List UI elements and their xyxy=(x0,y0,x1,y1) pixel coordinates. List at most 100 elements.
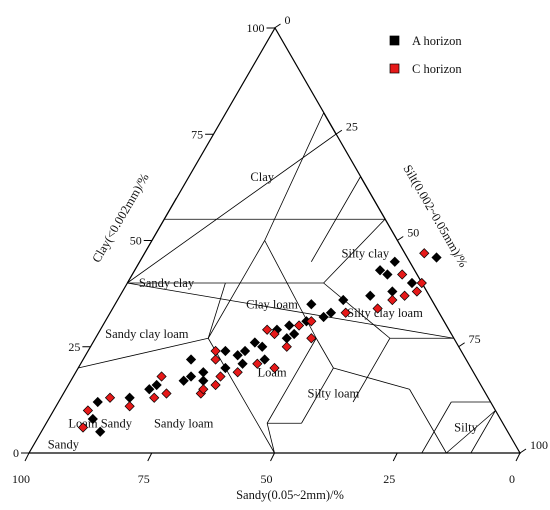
point-a-horizon xyxy=(284,320,295,331)
point-a-horizon xyxy=(178,375,189,386)
zone-boundary xyxy=(315,338,334,369)
point-a-horizon xyxy=(92,396,103,408)
sand-axis-tick xyxy=(147,452,153,462)
point-c-horizon xyxy=(215,371,226,382)
point-c-horizon xyxy=(252,358,263,369)
zone-boundary xyxy=(207,240,266,339)
point-a-horizon xyxy=(232,350,243,361)
silt-axis-tick-label: 75 xyxy=(469,332,481,346)
point-c-horizon xyxy=(210,354,221,365)
point-a-horizon xyxy=(124,392,135,403)
point-c-horizon xyxy=(340,307,351,318)
zone-label: Clay xyxy=(250,170,274,184)
point-c-horizon xyxy=(232,367,243,378)
point-c-horizon xyxy=(198,384,209,395)
sand-axis-label: Sandy(0.05~2mm)/% xyxy=(236,488,344,502)
point-a-horizon xyxy=(151,379,162,391)
point-a-horizon xyxy=(239,345,251,357)
point-c-horizon xyxy=(372,303,383,314)
silt-axis-tick xyxy=(396,236,404,241)
clay-axis-tick-label: 25 xyxy=(68,340,80,354)
point-a-horizon xyxy=(87,413,98,425)
zone-label: Sandy loam xyxy=(154,416,214,430)
zone-boundary xyxy=(323,282,391,339)
axis-tick-labels: 100 75 50 25 0 0 25 50 75 100 0 25 50 75 100 xyxy=(12,13,548,486)
point-c-horizon xyxy=(281,341,292,352)
zone-labels: Clay Sandy clay Silty clay Clay loam Silty c… xyxy=(48,170,479,452)
zone-label: Silty clay loam xyxy=(347,306,423,320)
sand-axis-tick xyxy=(270,452,275,462)
point-c-horizon xyxy=(399,290,410,301)
point-c-horizon xyxy=(419,248,430,259)
zone-label: Silty clay xyxy=(342,246,390,260)
point-c-horizon xyxy=(161,388,172,399)
point-c-horizon xyxy=(306,316,317,327)
point-a-horizon xyxy=(382,269,393,280)
data-points xyxy=(77,248,442,437)
zone-boundary xyxy=(78,337,209,369)
point-a-horizon xyxy=(387,286,398,297)
point-a-horizon xyxy=(95,426,106,437)
silt-axis-tick-label: 100 xyxy=(530,438,548,452)
zone-boundary xyxy=(446,410,496,454)
sand-axis-tick xyxy=(392,452,398,462)
zone-label: Sandy clay xyxy=(139,276,195,290)
point-a-horizon xyxy=(374,265,386,276)
point-c-horizon xyxy=(269,362,280,374)
point-a-horizon xyxy=(281,333,292,344)
point-c-horizon xyxy=(387,294,398,306)
legend: A horizon C horizon xyxy=(389,34,462,76)
sand-axis-tick-label: 75 xyxy=(138,472,150,486)
zone-boundary xyxy=(266,423,275,454)
zone-label: Sandy xyxy=(48,438,80,452)
zone-boundary xyxy=(266,338,317,424)
zone-label: Silty loam xyxy=(308,387,360,401)
zone-label: Clay loam xyxy=(246,297,298,311)
silt-axis-tick-label: 25 xyxy=(346,119,358,133)
sand-axis-tick xyxy=(24,452,30,462)
clay-axis-tick-label: 100 xyxy=(247,21,265,35)
zone-boundary xyxy=(421,401,452,454)
sand-axis-tick-label: 0 xyxy=(509,472,515,486)
point-a-horizon xyxy=(389,256,400,267)
point-c-horizon xyxy=(269,328,280,340)
point-c-horizon xyxy=(411,286,422,297)
zone-label: Loam xyxy=(257,365,286,379)
sand-axis-tick xyxy=(515,452,521,462)
legend-marker-c-horizon xyxy=(389,63,400,74)
point-a-horizon xyxy=(259,354,270,365)
point-a-horizon xyxy=(185,354,197,365)
zone-boundary xyxy=(301,367,334,424)
zone-boundary xyxy=(126,133,337,284)
clay-axis-label: Clay(<0.002mm)/% xyxy=(89,171,151,265)
point-a-horizon xyxy=(220,362,231,374)
legend-label-c-horizon: C horizon xyxy=(412,62,462,76)
clay-axis-tick-label: 75 xyxy=(191,127,203,141)
point-c-horizon xyxy=(149,392,160,403)
point-a-horizon xyxy=(198,375,209,386)
point-a-horizon xyxy=(289,328,300,340)
zone-boundary xyxy=(207,338,275,454)
point-a-horizon xyxy=(198,367,209,378)
zone-boundary xyxy=(470,410,496,454)
point-c-horizon xyxy=(416,277,427,289)
zone-boundary xyxy=(352,338,391,403)
point-c-horizon xyxy=(156,371,167,382)
point-a-horizon xyxy=(431,252,442,263)
point-a-horizon xyxy=(249,337,260,348)
zone-label: Silty xyxy=(454,421,478,435)
point-c-horizon xyxy=(293,320,305,331)
silt-axis-tick-label: 50 xyxy=(407,226,419,240)
point-a-horizon xyxy=(220,345,231,357)
clay-axis-tick-label: 50 xyxy=(130,234,142,248)
legend-marker-a-horizon xyxy=(389,35,400,46)
sand-axis-tick-label: 100 xyxy=(12,472,30,486)
point-c-horizon xyxy=(262,324,273,335)
zone-boundary xyxy=(409,389,447,454)
point-c-horizon xyxy=(210,379,221,391)
point-a-horizon xyxy=(318,311,329,323)
clay-axis-tick-label: 0 xyxy=(13,446,19,460)
point-a-horizon xyxy=(406,277,418,289)
point-c-horizon xyxy=(82,405,94,416)
